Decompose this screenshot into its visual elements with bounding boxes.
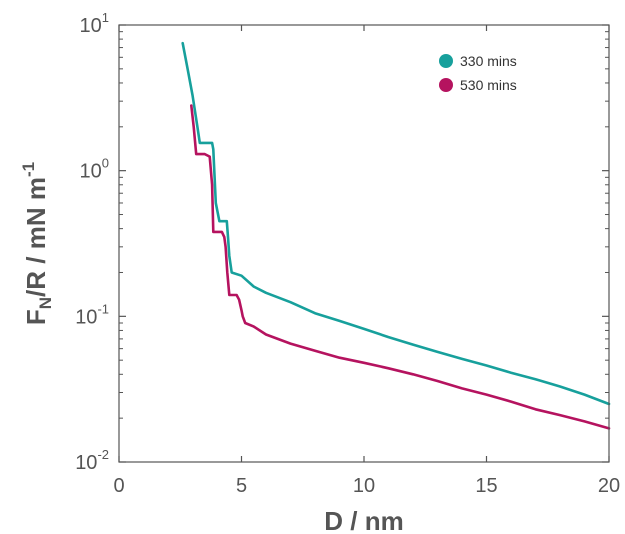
x-tick-label: 15 <box>475 475 497 497</box>
x-tick-label: 20 <box>598 475 620 497</box>
series-layer <box>181 41 611 430</box>
y-axis-title-superscript: -1 <box>19 162 38 177</box>
legend-label-1: 330 mins <box>460 53 517 69</box>
series-line-2 <box>190 104 611 430</box>
y-tick-label: 10-1 <box>75 301 109 328</box>
y-axis-title-subscript: N <box>36 297 55 309</box>
y-axis-title-rest: /R / mN m <box>21 177 51 297</box>
y-axis-title-main: F <box>21 309 51 325</box>
x-tick-label: 0 <box>113 475 124 497</box>
legend: 330 mins 530 mins <box>439 53 517 93</box>
y-tick-label: 10-2 <box>75 447 109 474</box>
legend-marker-2 <box>439 78 453 92</box>
y-axis-title: FN/R / mN m-1 <box>19 162 55 325</box>
x-axis-title: D / nm <box>324 506 403 534</box>
legend-marker-1 <box>439 54 453 68</box>
legend-label-2: 530 mins <box>460 77 517 93</box>
tick-layer: 0 5 10 15 20 10-2 10-1 100 101 <box>75 10 620 497</box>
series-line-1 <box>181 41 611 406</box>
y-tick-label: 101 <box>80 10 109 37</box>
x-tick-label: 5 <box>236 475 247 497</box>
x-tick-label: 10 <box>353 475 375 497</box>
y-tick-label: 100 <box>80 156 109 183</box>
